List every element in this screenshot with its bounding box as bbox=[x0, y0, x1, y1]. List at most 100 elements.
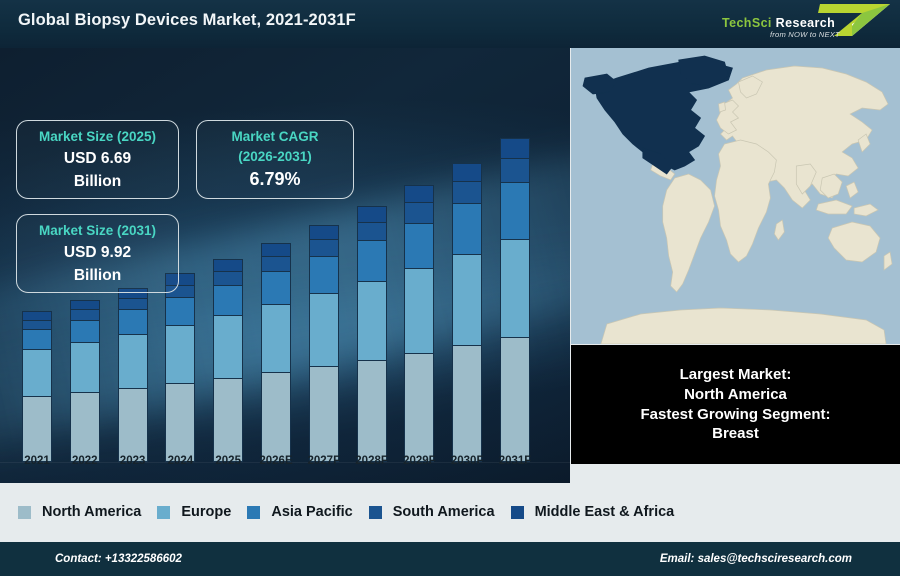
bar-segment-north-america bbox=[117, 387, 148, 462]
bar-segment-asia-pacific bbox=[213, 284, 244, 315]
legend-item-europe[interactable]: Europe bbox=[157, 504, 231, 520]
bar-segment-middle-east-africa bbox=[213, 258, 244, 271]
stat-label: Market Size (2025) bbox=[38, 129, 157, 144]
x-axis-label-2027F: 2027F bbox=[307, 455, 341, 467]
bar-2026E bbox=[261, 242, 291, 462]
stat-label: Market CAGR bbox=[231, 129, 319, 144]
bar-segment-middle-east-africa bbox=[22, 311, 52, 320]
bar-segment-asia-pacific bbox=[117, 309, 148, 334]
legend-item-asia-pacific[interactable]: Asia Pacific bbox=[247, 504, 353, 520]
stat-box-market-cagr: Market CAGR (2026-2031) 6.79% bbox=[196, 120, 354, 199]
map-land-australia bbox=[827, 221, 881, 263]
map-land-new-zealand bbox=[883, 251, 893, 271]
bar-segment-north-america bbox=[404, 352, 435, 462]
world-map bbox=[571, 48, 900, 344]
legend-item-south-america[interactable]: South America bbox=[368, 504, 495, 520]
stat-label: Market Size (2031) bbox=[38, 223, 157, 238]
bar-2025 bbox=[213, 258, 244, 462]
bar-2022 bbox=[69, 299, 100, 462]
bar-segment-middle-east-africa bbox=[261, 242, 291, 256]
bar-2027F bbox=[308, 224, 339, 462]
stat-box-market-size-2031: Market Size (2031) USD 9.92 Billion bbox=[16, 214, 179, 293]
bar-2021 bbox=[22, 311, 52, 462]
x-axis-label-2026E: 2026E bbox=[259, 455, 293, 467]
legend-swatch-icon bbox=[157, 505, 171, 519]
bar-segment-north-america bbox=[261, 372, 291, 462]
chart-x-axis-labels: 2021 2022 2023 2024 2025 2026E 2027F 2028F 2029F… bbox=[0, 455, 570, 483]
legend-label: North America bbox=[42, 504, 142, 520]
bar-segment-south-america bbox=[356, 221, 387, 241]
map-land-scandinavia bbox=[738, 75, 763, 99]
bar-segment-north-america bbox=[500, 336, 530, 462]
bar-segment-europe bbox=[500, 238, 530, 337]
bar-segment-middle-east-africa bbox=[356, 206, 387, 222]
legend-label: Middle East & Africa bbox=[534, 504, 675, 520]
bar-segment-asia-pacific bbox=[261, 271, 291, 305]
legend-swatch-icon bbox=[368, 505, 382, 519]
map-land-madagascar bbox=[774, 219, 785, 241]
map-land-south-america bbox=[662, 173, 715, 293]
bar-segment-middle-east-africa bbox=[500, 137, 530, 158]
stat-value-unit: Billion bbox=[73, 172, 122, 190]
x-axis-label-2025: 2025 bbox=[215, 455, 241, 467]
bar-segment-north-america bbox=[308, 366, 339, 462]
bar-segment-middle-east-africa bbox=[452, 162, 483, 182]
bar-segment-south-america bbox=[69, 309, 100, 320]
x-axis-label-2030F: 2030F bbox=[450, 455, 484, 467]
bar-segment-middle-east-africa bbox=[69, 299, 100, 310]
bar-segment-europe bbox=[117, 333, 148, 388]
stat-value-primary: USD 6.69 bbox=[63, 149, 132, 167]
bar-2024 bbox=[165, 273, 196, 462]
bar-segment-asia-pacific bbox=[308, 256, 339, 294]
map-land-indonesia bbox=[815, 199, 853, 215]
logo-text-tech: TechSci bbox=[722, 16, 772, 30]
map-land-new-guinea bbox=[853, 203, 879, 217]
stacked-bar-chart bbox=[0, 48, 570, 483]
bar-segment-asia-pacific bbox=[69, 319, 100, 342]
bar-segment-middle-east-africa bbox=[404, 185, 435, 203]
bar-segment-south-america bbox=[213, 270, 244, 285]
logo-text-research: Research bbox=[771, 16, 836, 30]
map-highlight-greenland bbox=[678, 55, 729, 87]
chart-axis-line bbox=[0, 462, 570, 463]
x-axis-label-2028F: 2028F bbox=[355, 455, 388, 467]
bar-segment-south-america bbox=[404, 202, 435, 223]
bar-segment-south-america bbox=[22, 319, 52, 330]
legend-item-middle-east-africa[interactable]: Middle East & Africa bbox=[510, 504, 675, 520]
bar-segment-north-america bbox=[356, 359, 387, 462]
bar-segment-europe bbox=[22, 349, 52, 397]
stat-value-primary: 6.79% bbox=[249, 169, 301, 190]
bar-segment-south-america bbox=[500, 157, 530, 183]
bar-segment-south-america bbox=[117, 297, 148, 310]
bar-2028F bbox=[356, 206, 387, 462]
map-land-india bbox=[795, 163, 817, 195]
legend-label: South America bbox=[392, 504, 495, 520]
stat-label-period: (2026-2031) bbox=[238, 148, 312, 164]
largest-market-value: North America bbox=[684, 385, 787, 403]
bar-segment-europe bbox=[69, 341, 100, 393]
bar-segment-south-america bbox=[308, 239, 339, 257]
bar-segment-europe bbox=[356, 281, 387, 360]
footer-bar: Contact: +13322586602 Email: sales@techs… bbox=[0, 542, 900, 576]
fastest-segment-label: Fastest Growing Segment: bbox=[640, 405, 831, 423]
bar-segment-europe bbox=[308, 293, 339, 367]
x-axis-label-2029F: 2029F bbox=[403, 455, 436, 467]
bar-segment-north-america bbox=[22, 396, 52, 462]
bar-segment-europe bbox=[165, 324, 196, 384]
legend-item-north-america[interactable]: North America bbox=[18, 504, 141, 520]
bar-segment-asia-pacific bbox=[404, 222, 435, 269]
chart-panel: Market Size (2025) USD 6.69 Billion Mark… bbox=[0, 48, 570, 483]
stat-box-market-size-2025: Market Size (2025) USD 6.69 Billion bbox=[16, 120, 179, 199]
bar-segment-north-america bbox=[165, 383, 196, 462]
bar-segment-asia-pacific bbox=[356, 240, 387, 282]
bar-segment-middle-east-africa bbox=[165, 273, 196, 285]
world-map-svg bbox=[571, 48, 900, 344]
bar-segment-asia-pacific bbox=[22, 329, 52, 350]
bar-segment-south-america bbox=[452, 181, 483, 204]
footer-contact: Contact: +13322586602 bbox=[55, 553, 182, 565]
techsci-research-logo: TechSci Research from NOW to NEXT bbox=[712, 2, 892, 46]
bar-segment-south-america bbox=[261, 255, 291, 272]
bar-2030F bbox=[452, 162, 483, 462]
map-land-africa bbox=[714, 139, 777, 263]
bar-segment-europe bbox=[404, 268, 435, 353]
